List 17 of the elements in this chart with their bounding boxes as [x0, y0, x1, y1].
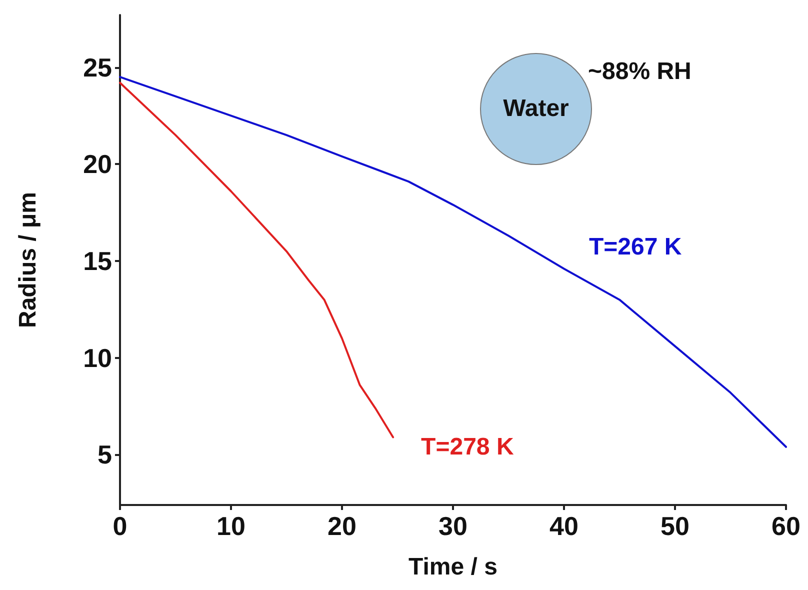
y-axis-title: Radius / μm — [14, 192, 42, 328]
x-tick-label: 30 — [438, 511, 468, 541]
y-tick-label: 15 — [83, 246, 112, 276]
x-tick-label: 60 — [772, 511, 800, 541]
x-tick-label: 20 — [328, 511, 356, 541]
x-tick-label: 50 — [660, 511, 690, 541]
series-label: T=267 K — [589, 233, 682, 260]
y-tick-label: 25 — [83, 52, 112, 82]
x-tick-label: 0 — [112, 511, 128, 541]
x-tick-label: 40 — [550, 511, 578, 541]
x-tick-label: 10 — [216, 511, 246, 541]
y-tick-label: 20 — [83, 149, 112, 180]
line-series — [119, 82, 394, 438]
y-tick-label: 5 — [98, 440, 112, 470]
y-tick-label: 10 — [83, 342, 112, 373]
series-label: T=278 K — [421, 434, 514, 461]
x-axis-title: Time / s — [408, 554, 498, 580]
